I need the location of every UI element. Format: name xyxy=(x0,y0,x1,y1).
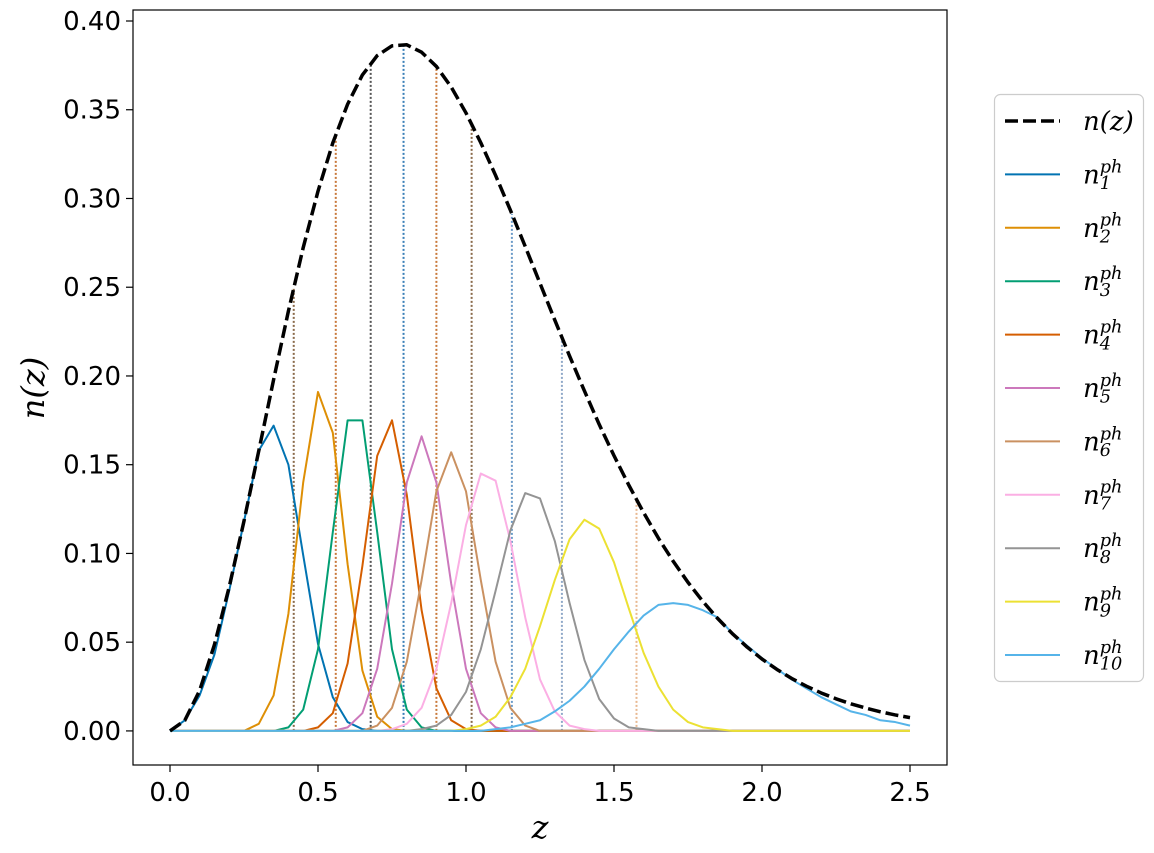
legend-label: n8ph xyxy=(1083,531,1122,568)
legend-label: n2ph xyxy=(1083,211,1122,248)
legend-label: n6ph xyxy=(1083,424,1122,461)
plot-frame xyxy=(132,9,948,766)
y-tick-label: 0.40 xyxy=(63,7,121,37)
y-axis-label: n(z) xyxy=(14,357,52,419)
x-tick-label: 1.0 xyxy=(445,778,486,808)
legend-label: n10ph xyxy=(1083,638,1122,675)
y-tick-label: 0.30 xyxy=(63,184,121,214)
y-tick-label: 0.35 xyxy=(63,96,121,126)
series-line xyxy=(168,43,911,733)
x-tick-label: 2.5 xyxy=(889,778,930,808)
x-tick-label: 1.5 xyxy=(593,778,634,808)
legend-box xyxy=(993,93,1145,683)
y-tick-label: 0.05 xyxy=(63,628,121,658)
y-tick-label: 0.25 xyxy=(63,273,121,303)
legend-label: n3ph xyxy=(1083,264,1122,301)
plot-area xyxy=(168,43,911,733)
x-tick-label: 0.0 xyxy=(149,778,190,808)
legend-label: n4ph xyxy=(1083,317,1122,354)
y-tick-label: 0.15 xyxy=(63,451,121,481)
legend-label: n5ph xyxy=(1083,371,1122,408)
y-tick-label: 0.10 xyxy=(63,539,121,569)
x-axis-label: z xyxy=(531,808,550,846)
x-tick-label: 2.0 xyxy=(741,778,782,808)
legend-label: n7ph xyxy=(1083,478,1122,515)
y-tick-label: 0.20 xyxy=(63,362,121,392)
x-tick-label: 0.5 xyxy=(297,778,338,808)
legend-label: n9ph xyxy=(1083,584,1122,621)
legend-label: n(z) xyxy=(1083,107,1134,137)
legend-label: n1ph xyxy=(1083,157,1122,194)
y-tick-label: 0.00 xyxy=(63,717,121,747)
